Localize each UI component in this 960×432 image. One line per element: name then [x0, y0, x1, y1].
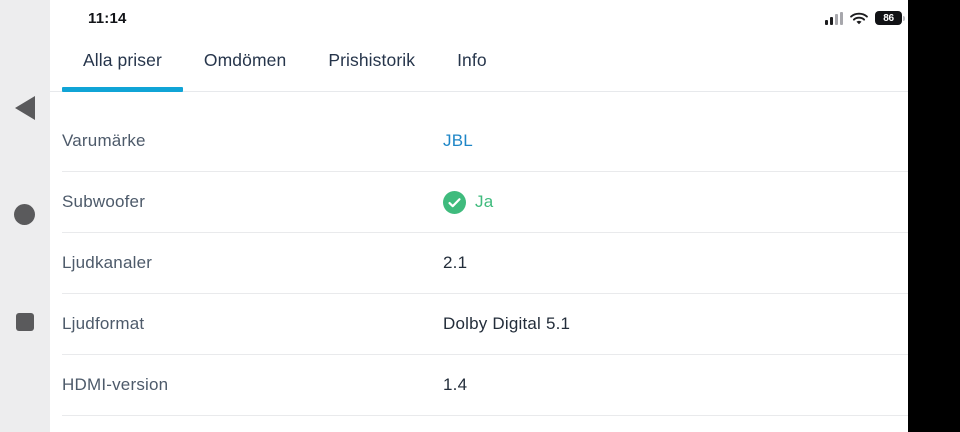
recents-square-icon[interactable] — [16, 313, 34, 331]
spec-row-varumarke: Varumärke JBL — [62, 111, 908, 172]
spec-row-ljudkanaler: Ljudkanaler 2.1 — [62, 233, 908, 294]
spec-label: Ljudformat — [62, 314, 145, 333]
spec-value-text: Ja — [475, 192, 494, 211]
spec-row-ljudformat: Ljudformat Dolby Digital 5.1 — [62, 294, 908, 355]
spec-label: Varumärke — [62, 131, 146, 150]
tab-info[interactable]: Info — [457, 50, 487, 70]
tab-alla-priser[interactable]: Alla priser — [62, 30, 183, 92]
spec-table: Varumärke JBL Subwoofer Ja Ljudkanaler 2… — [50, 92, 908, 432]
home-circle-icon[interactable] — [14, 204, 35, 225]
spec-row-hdmi-version: HDMI-version 1.4 — [62, 355, 908, 416]
spec-label: Ljudkanaler — [62, 253, 153, 272]
check-circle-icon — [443, 190, 466, 214]
back-triangle-icon[interactable] — [15, 96, 35, 120]
battery-percent: 86 — [883, 12, 894, 24]
display-cutout-strip — [908, 0, 960, 432]
tab-prishistorik[interactable]: Prishistorik — [328, 50, 416, 70]
status-icons: 86 — [825, 11, 905, 25]
spec-value-yes: Ja — [443, 190, 494, 214]
spec-row-subwoofer: Subwoofer Ja — [62, 172, 908, 233]
status-bar: 11:14 86 — [50, 0, 908, 30]
app-content: 11:14 86 Alla priser Omdömen Prishistori… — [50, 0, 908, 432]
spec-value-text: 2.1 — [443, 253, 468, 272]
brand-link[interactable]: JBL — [443, 131, 473, 150]
spec-label: Subwoofer — [62, 192, 146, 211]
spec-label: HDMI-version — [62, 375, 169, 394]
android-nav-rail — [0, 0, 50, 432]
cellular-signal-icon — [825, 11, 843, 25]
spec-value-text: Dolby Digital 5.1 — [443, 314, 571, 333]
battery-icon: 86 — [875, 11, 905, 25]
wifi-icon — [850, 12, 868, 24]
tab-omdomen[interactable]: Omdömen — [203, 50, 287, 70]
clock: 11:14 — [88, 9, 127, 27]
spec-value-text: 1.4 — [443, 375, 468, 394]
tab-bar: Alla priser Omdömen Prishistorik Info — [50, 30, 908, 92]
